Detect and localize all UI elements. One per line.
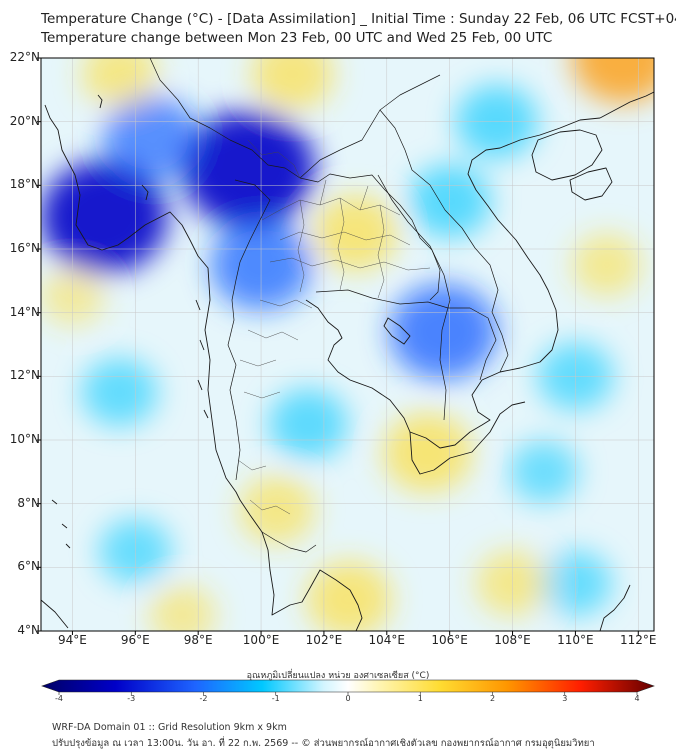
- lon-label: 102°E: [305, 633, 343, 647]
- anomaly-warming-mekong-delta: [383, 413, 473, 493]
- lakes: [377, 174, 451, 421]
- lon-label: 96°E: [120, 633, 150, 647]
- lon-label: 106°E: [431, 633, 468, 647]
- malaysia-thailand-border: [261, 531, 317, 553]
- colorbar-tick-label: -1: [271, 694, 280, 703]
- lat-label: 4°N: [17, 623, 40, 637]
- lat-label: 20°N: [9, 113, 40, 128]
- anomaly-warming-upper-north: [251, 58, 334, 111]
- anomaly-warming-south-sea: [306, 560, 392, 631]
- lon-label: 112°E: [620, 633, 657, 647]
- lat-label: 22°N: [9, 50, 40, 64]
- lon-label: 108°E: [494, 633, 531, 647]
- lon-label: 104°E: [368, 633, 406, 647]
- lat-label: 12°N: [9, 368, 40, 383]
- lat-label: 16°N: [9, 241, 40, 255]
- laos-vietnam-border: [379, 109, 509, 373]
- colorbar-tick-label: 3: [562, 694, 568, 703]
- anomaly-cooling-northern-thailand: [181, 110, 316, 229]
- sumatra-coast: [41, 599, 69, 629]
- lat-label: 18°N: [9, 177, 40, 192]
- anomaly-cooling-cambodia: [389, 283, 498, 380]
- colorbar-tick-label: 0: [345, 694, 351, 703]
- mekong-delta-coast: [409, 401, 526, 475]
- graticule: [41, 58, 654, 631]
- anomaly-cooling-andaman-coast: [103, 95, 199, 180]
- lon-label: 98°E: [183, 633, 213, 647]
- anomaly-cooling-east-sea: [509, 440, 579, 504]
- map-title-line-1: Temperature Change (°C) - [Data Assimila…: [41, 11, 676, 27]
- anomaly-warming-northeast-thailand: [312, 194, 399, 272]
- lat-label: 10°N: [9, 432, 40, 446]
- mergui-archipelago: [195, 299, 209, 419]
- anomaly-cooling-gulf-thailand: [268, 388, 348, 460]
- anomaly-warming-deep-south: [149, 585, 216, 631]
- nicobar-islands: [51, 499, 71, 549]
- borneo-coast: [599, 584, 631, 631]
- lat-label: 6°N: [17, 559, 40, 574]
- china-myanmar-border: [149, 58, 301, 179]
- tonle-sap-lake: [383, 317, 411, 345]
- colorbar-tick-label: 4: [634, 694, 640, 703]
- colorbar-title: อุณหภูมิเปลี่ยนแปลง หน่วย องศาเซลเซียส (…: [246, 671, 430, 681]
- gulf-of-tonkin-coast: [531, 129, 603, 181]
- thai-provinces: [237, 139, 431, 515]
- colorbar-tick-label: 2: [489, 694, 496, 703]
- anomaly-warming-north-myanmar: [81, 58, 158, 108]
- vietnam-coastline: [467, 117, 601, 381]
- lon-label: 110°E: [557, 633, 594, 647]
- gulf-of-thailand-coast: [305, 299, 491, 449]
- andaman-islands: [97, 94, 149, 201]
- anomaly-warming-malay-peninsula: [238, 476, 315, 545]
- temperature-field: [41, 58, 654, 631]
- footer-model-info: WRF-DA Domain 01 :: Grid Resolution 9km …: [52, 722, 287, 733]
- map-title-line-2: Temperature change between Mon 23 Feb, 0…: [41, 30, 553, 46]
- mekong-river: [377, 174, 451, 421]
- colorbar-tick-label: 1: [417, 694, 423, 703]
- thailand-laos-border: [299, 173, 441, 301]
- china-laos-border: [299, 74, 441, 179]
- lon-label: 100°E: [242, 633, 280, 647]
- mainland-coastline: [44, 104, 363, 631]
- colorbar: [41, 679, 655, 695]
- lat-label: 8°N: [17, 495, 40, 510]
- colorbar-ticks: [58, 692, 638, 695]
- lat-label: 14°N: [9, 304, 40, 319]
- anomaly-warming-far-northeast: [571, 58, 654, 104]
- map-frame: [40, 57, 655, 632]
- hainan-island: [569, 167, 613, 201]
- thailand-myanmar-border: [227, 179, 271, 481]
- footer-update-info: ปรับปรุงข้อมูล ณ เวลา 13:00น. วัน อา. ที…: [52, 738, 595, 749]
- axis-ticks: [37, 57, 639, 635]
- anomaly-cooling-andaman-sea: [81, 358, 158, 427]
- colorbar-tick-label: -3: [127, 694, 136, 703]
- anomaly-warming-east-coast: [572, 233, 642, 297]
- coastlines: [41, 91, 654, 631]
- colorbar-tick-label: -4: [55, 694, 63, 703]
- lon-label: 94°E: [57, 633, 87, 647]
- china-coast: [599, 91, 654, 119]
- colorbar-tick-label: -2: [199, 694, 208, 703]
